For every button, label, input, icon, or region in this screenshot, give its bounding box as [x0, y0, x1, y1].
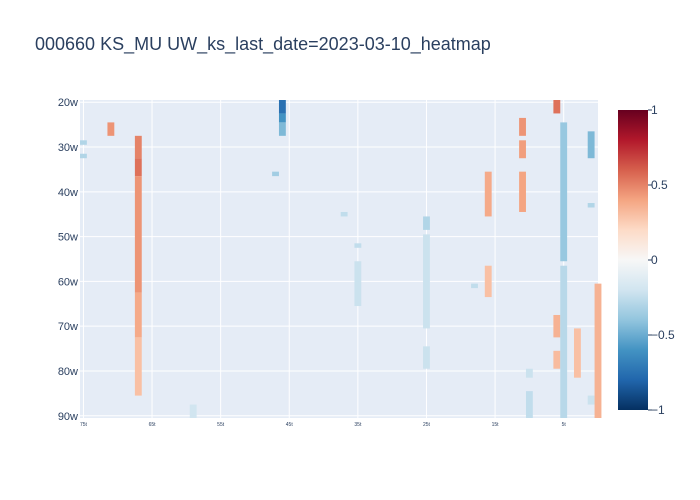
heatmap-cell — [134, 337, 142, 396]
heatmap-cell — [587, 131, 595, 159]
heatmap-cells — [80, 100, 602, 418]
heatmap-cell — [519, 171, 526, 212]
heatmap-cell — [423, 346, 430, 369]
heatmap-cell — [594, 283, 602, 418]
y-tick-label: 30w — [58, 142, 78, 154]
heatmap-cell — [573, 328, 581, 378]
heatmap-cell — [134, 292, 142, 338]
colorbar-tick-label: −1 — [651, 403, 665, 417]
heatmap-cell — [134, 176, 142, 293]
heatmap-cell — [80, 140, 87, 145]
heatmap-cell — [189, 404, 197, 418]
colorbar-tick-label: 1 — [651, 103, 658, 117]
x-tick-label: 25t — [423, 422, 431, 428]
y-tick-label: 20w — [58, 97, 78, 109]
heatmap-cell — [525, 391, 533, 418]
heatmap-cell — [278, 113, 286, 123]
chart-title: 000660 KS_MU UW_ks_last_date=2023-03-10_… — [35, 34, 491, 55]
heatmap-cell — [553, 100, 561, 114]
x-tick-label: 55t — [217, 422, 225, 428]
y-tick-label: 70w — [58, 321, 78, 333]
y-tick-label: 60w — [58, 276, 78, 288]
heatmap-cell — [354, 261, 362, 307]
heatmap-cell — [525, 368, 533, 378]
heatmap-cell — [560, 122, 568, 262]
heatmap-cell — [134, 158, 142, 177]
y-tick-label: 40w — [58, 187, 78, 199]
colorbar-tick-label: 0.5 — [651, 178, 668, 192]
heatmap-cell — [272, 171, 279, 177]
x-tick-label: 15t — [492, 422, 500, 428]
heatmap-cell — [278, 100, 286, 114]
heatmap-cell — [553, 350, 561, 369]
y-tick-label: 80w — [58, 366, 78, 378]
heatmap-cell — [587, 203, 595, 208]
heatmap-cell — [484, 171, 492, 217]
heatmap-cell — [340, 211, 348, 217]
heatmap-cell — [423, 234, 430, 329]
y-tick-label: 50w — [58, 232, 78, 244]
colorbar-tick-label: −0.5 — [651, 328, 675, 342]
y-tick-label: 90w — [58, 411, 78, 423]
x-tick-label: 75t — [80, 422, 88, 428]
heatmap-cell — [553, 314, 561, 338]
plot-area — [80, 100, 598, 418]
heatmap-cell — [278, 122, 286, 136]
x-tick-label: 65t — [149, 422, 157, 428]
heatmap-cell — [107, 122, 115, 136]
heatmap-cell — [519, 140, 526, 159]
heatmap-cell — [134, 135, 142, 159]
colorbar — [618, 110, 648, 410]
colorbar-tick-label: 0 — [651, 253, 658, 267]
heatmap-cell — [471, 283, 478, 289]
x-tick-label: 35t — [354, 422, 362, 428]
heatmap-cell — [80, 153, 87, 159]
heatmap-cell — [519, 117, 526, 136]
heatmap-cell — [423, 216, 430, 230]
heatmap-cell — [587, 395, 595, 405]
colorbar-ticks: 1 0.5 0 −0.5 −1 — [648, 103, 675, 417]
heatmap-cell — [484, 265, 492, 298]
heatmap-cell — [560, 265, 568, 418]
x-tick-label: 5t — [562, 422, 567, 428]
x-axis-ticks: 75t 65t 55t 45t 35t 25t 15t 5t — [80, 422, 566, 428]
heatmap-cell — [354, 243, 362, 248]
y-axis-ticks: 20w 30w 40w 50w 60w 70w 80w 90w — [58, 97, 78, 423]
x-tick-label: 45t — [286, 422, 294, 428]
